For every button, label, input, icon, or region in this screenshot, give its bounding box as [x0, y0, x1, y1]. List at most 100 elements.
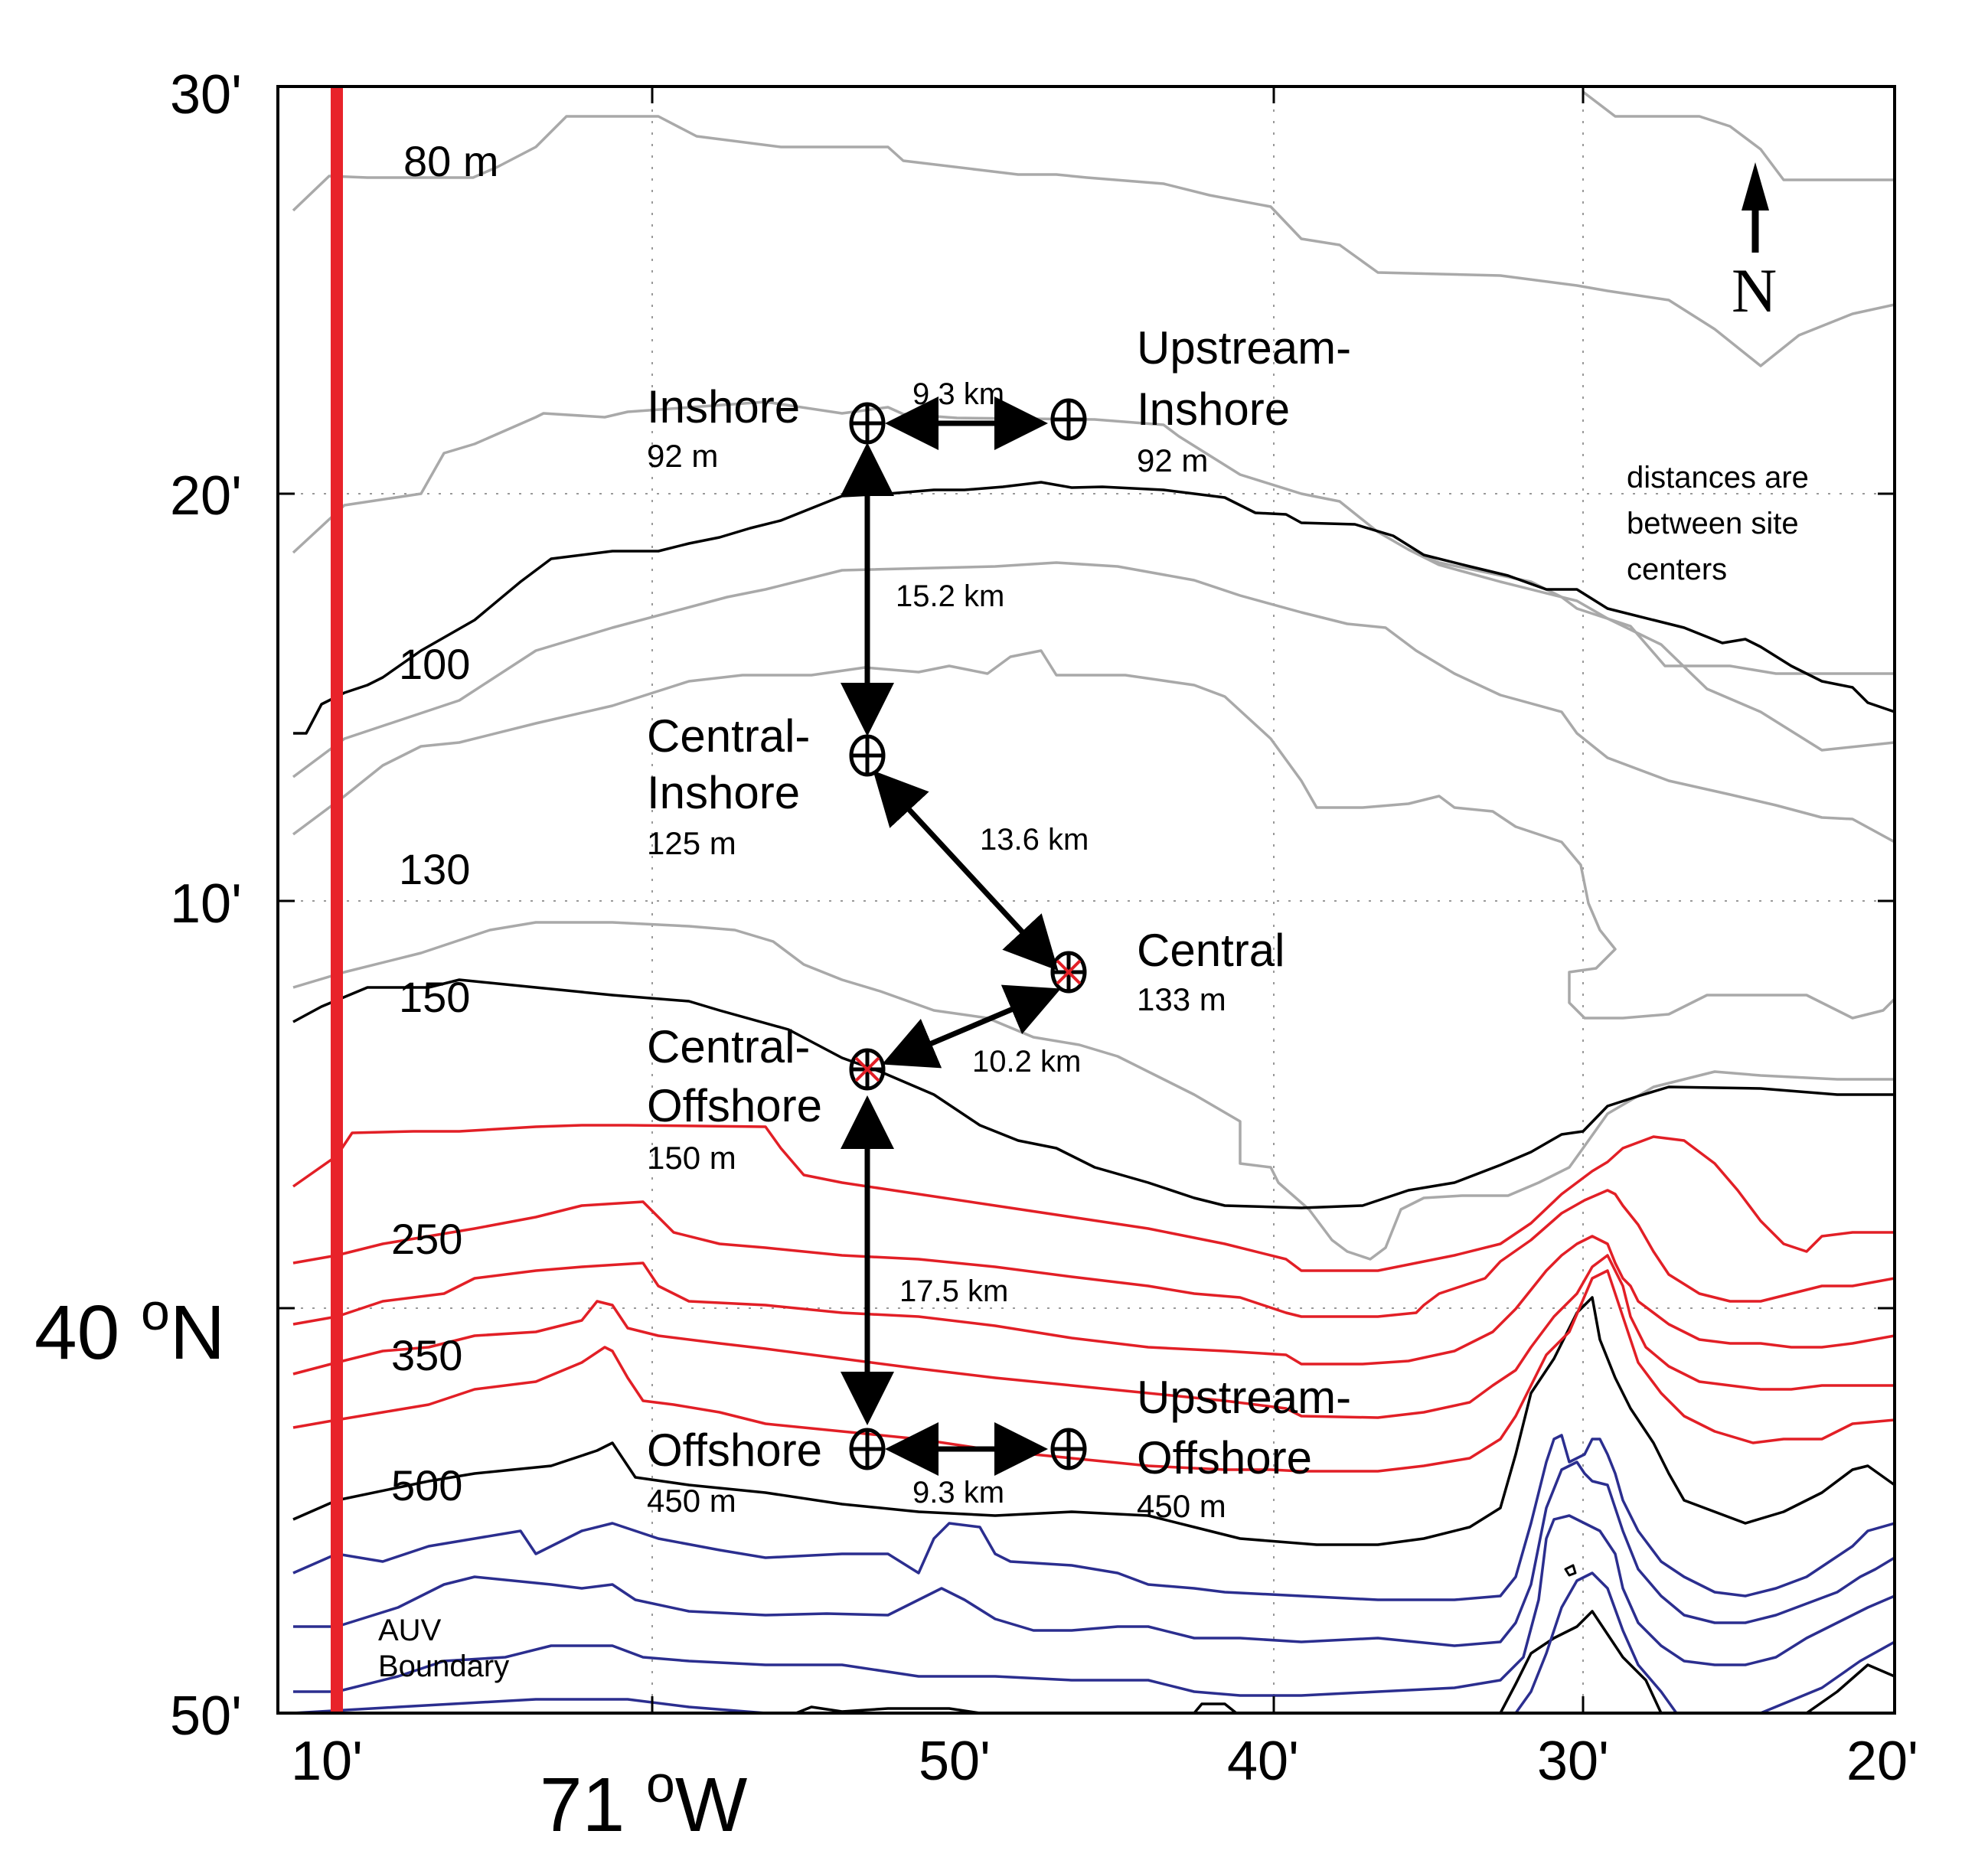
contour-label-350: 350 — [391, 1331, 462, 1379]
x-tick-40: 40' — [1227, 1731, 1299, 1792]
x-tick-20: 20' — [1846, 1731, 1918, 1792]
site-marker-upstream-inshore[interactable] — [1050, 398, 1087, 441]
contour-800m — [293, 1514, 1895, 1697]
contour-250m — [292, 1189, 1895, 1318]
site-name-central: Central — [1137, 925, 1285, 976]
contour-900m — [292, 1698, 766, 1713]
contour-1000m-b — [1805, 1663, 1895, 1713]
y-axis-labels: 30' 20' 10' 50' 40 oN — [34, 64, 242, 1747]
contour-1000m-d — [1193, 1702, 1238, 1713]
site-depth-upstream-offshore: 450 m — [1137, 1488, 1226, 1524]
y-tick-20: 20' — [170, 465, 242, 527]
contour-labels: 80 m 100 130 150 250 350 500 — [391, 137, 499, 1509]
site-depth-offshore: 450 m — [647, 1483, 736, 1519]
site-markers — [849, 398, 1087, 1470]
distance-label-central-central-offshore: 10.2 km — [972, 1045, 1081, 1079]
x-axis-labels: 10' 50' 40' 30' 20' 71 oW — [291, 1731, 1918, 1848]
site-marker-offshore[interactable] — [849, 1428, 886, 1470]
grid-lines — [278, 86, 1895, 1713]
y-tick-30: 30' — [170, 64, 242, 126]
deep-contours — [292, 1434, 1895, 1713]
site-name-central-offshore-line2: Offshore — [647, 1080, 822, 1131]
note-line-1: distances are — [1627, 461, 1809, 494]
site-name-upstream-offshore-line2: Offshore — [1137, 1432, 1312, 1483]
longitude-label: 71 oW — [540, 1755, 748, 1848]
shallow-contours — [292, 90, 1895, 1261]
contour-label-500: 500 — [391, 1461, 462, 1509]
contour-140m — [292, 921, 1895, 1261]
site-depth-upstream-inshore: 92 m — [1137, 442, 1208, 478]
note-line-2: between site — [1627, 507, 1799, 540]
contour-80m — [292, 115, 1895, 367]
note-line-3: centers — [1627, 553, 1727, 586]
x-tick-30: 30' — [1537, 1731, 1609, 1792]
contour-300m — [292, 1235, 1895, 1366]
site-labels: Inshore 92 m Upstream- Inshore 92 m Cent… — [647, 322, 1351, 1524]
contour-700m — [293, 1460, 1895, 1647]
contour-1000m-c — [795, 1705, 981, 1713]
major-contours — [292, 481, 1895, 1713]
site-name-upstream-inshore-line2: Inshore — [1137, 383, 1290, 435]
site-marker-central[interactable] — [1050, 951, 1087, 994]
north-label: N — [1732, 256, 1777, 325]
site-name-upstream-offshore-line1: Upstream- — [1137, 1372, 1351, 1423]
contour-label-80m: 80 m — [403, 137, 499, 185]
x-tick-10: 10' — [291, 1731, 363, 1792]
site-marker-central-offshore[interactable] — [849, 1048, 886, 1091]
contour-100m — [293, 481, 1895, 735]
contour-label-100: 100 — [399, 640, 470, 688]
site-depth-central-inshore: 125 m — [647, 825, 736, 861]
site-name-central-inshore-line1: Central- — [647, 710, 810, 762]
distance-label-inshore-central-inshore: 15.2 km — [896, 579, 1004, 613]
distance-label-central-offshore-offshore: 17.5 km — [899, 1274, 1008, 1308]
north-arrow: N — [1732, 162, 1777, 325]
site-name-central-offshore-line1: Central- — [647, 1021, 810, 1072]
contour-400m — [292, 1269, 1895, 1473]
contour-600m — [292, 1434, 1895, 1601]
contour-small-closed — [1564, 1564, 1577, 1577]
site-marker-inshore[interactable] — [849, 402, 886, 445]
contour-label-250: 250 — [391, 1215, 462, 1263]
site-name-central-inshore-line2: Inshore — [647, 767, 800, 818]
site-marker-central-inshore[interactable] — [849, 734, 886, 777]
site-depth-central-offshore: 150 m — [647, 1140, 736, 1176]
site-name-inshore: Inshore — [647, 381, 800, 432]
north-arrow-icon — [1742, 162, 1769, 211]
arrow-central-central-offshore — [882, 984, 1061, 1069]
site-depth-inshore: 92 m — [647, 438, 718, 474]
auv-boundary-label-line2: Boundary — [378, 1650, 509, 1683]
site-marker-upstream-offshore[interactable] — [1050, 1428, 1087, 1470]
contour-85m — [1582, 90, 1895, 181]
contour-110m — [292, 561, 1895, 844]
x-tick-50: 50' — [919, 1731, 991, 1792]
contour-200m — [292, 1124, 1895, 1272]
site-name-upstream-inshore-line1: Upstream- — [1137, 322, 1351, 374]
distance-label-offshore-upstream: 9.3 km — [912, 1476, 1004, 1509]
contour-label-130: 130 — [399, 845, 470, 893]
latitude-label: 40 oN — [34, 1283, 225, 1376]
arrow-central-inshore-central — [873, 770, 1059, 971]
contour-450m — [292, 1296, 1895, 1546]
auv-boundary-label-line1: AUV — [378, 1614, 442, 1647]
contour-150m — [292, 978, 1895, 1209]
distance-labels: 9.3 km 15.2 km 13.6 km 10.2 km 17.5 km 9… — [896, 377, 1089, 1509]
contour-900m-b — [1514, 1571, 1678, 1713]
y-tick-10: 10' — [170, 873, 242, 935]
contour-900m-c — [1760, 1640, 1895, 1713]
site-depth-central: 133 m — [1137, 981, 1226, 1017]
distance-note: distances are between site centers — [1627, 461, 1809, 586]
contour-95m — [1408, 548, 1895, 675]
contour-label-150: 150 — [399, 973, 470, 1021]
contour-1000m — [1499, 1610, 1663, 1713]
auv-boundary-label: AUV Boundary — [378, 1614, 509, 1683]
mid-depth-contours — [292, 1124, 1895, 1473]
contour-350m — [292, 1254, 1895, 1419]
site-name-offshore: Offshore — [647, 1425, 822, 1476]
distance-label-central-inshore-central: 13.6 km — [980, 823, 1089, 857]
y-tick-50: 50' — [170, 1686, 242, 1747]
distance-label-inshore-upstream: 9.3 km — [912, 377, 1004, 411]
distance-arrows — [841, 397, 1061, 1476]
axis-ticks — [278, 86, 1895, 1713]
contour-120m — [292, 649, 1895, 1020]
